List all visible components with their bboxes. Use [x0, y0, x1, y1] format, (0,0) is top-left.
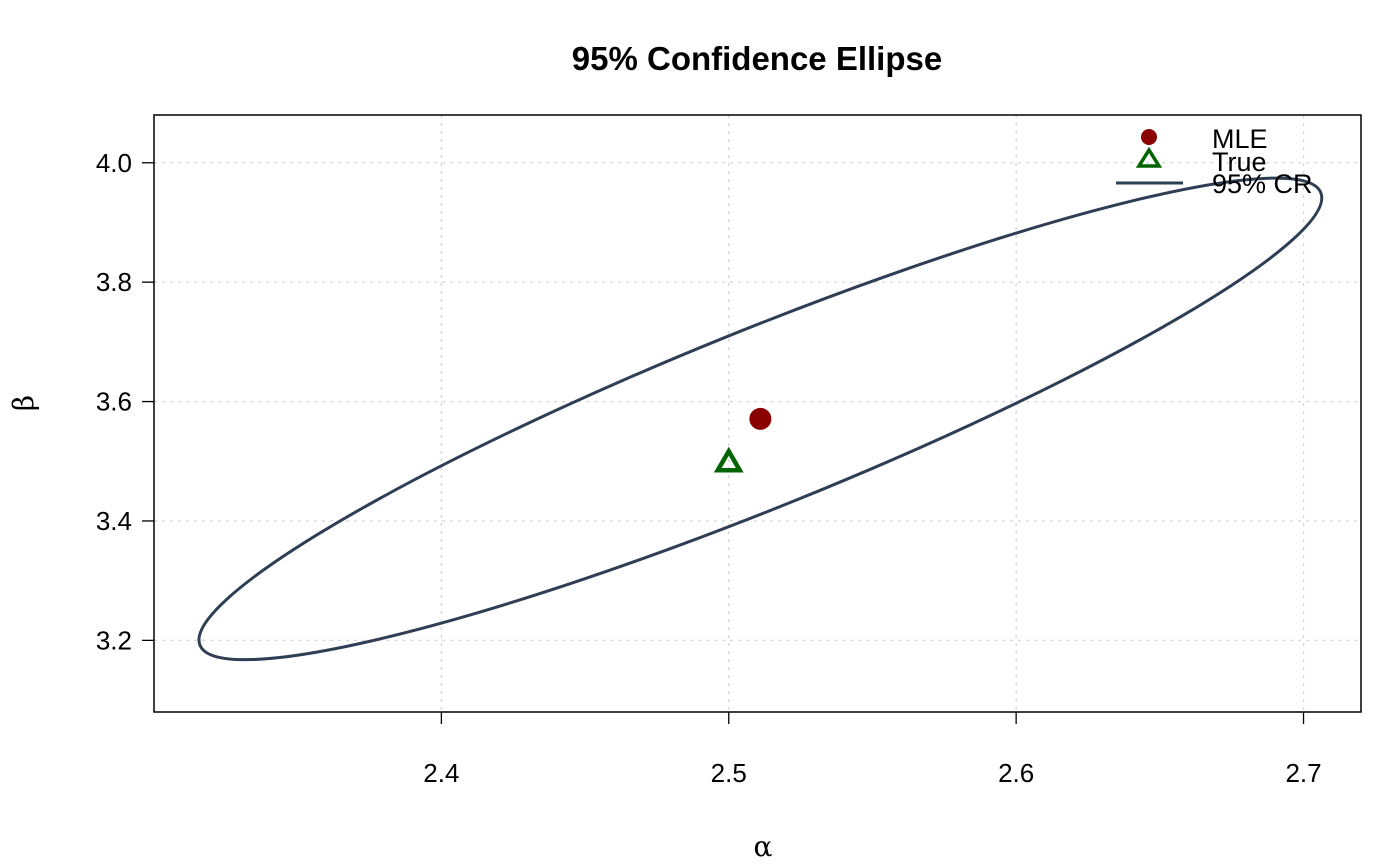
y-tick-label: 3.2: [96, 625, 132, 655]
plot-frame: [153, 114, 1362, 713]
x-tick-label: 2.5: [711, 758, 747, 788]
mle-point: [749, 407, 772, 430]
points-layer: [713, 407, 772, 473]
legend-true-marker: [1135, 146, 1163, 168]
axis-ticks: 2.4 2.5 2.6 2.7 3.2 3.4 3.6 3.8 4.0: [96, 148, 1322, 788]
y-tick-label: 4.0: [96, 148, 132, 178]
y-tick-label: 3.4: [96, 506, 132, 536]
y-tick-label: 3.6: [96, 387, 132, 417]
grid-lines: [154, 115, 1361, 712]
legend-mle-marker: [1141, 129, 1157, 145]
legend: MLE True 95% CR: [1116, 124, 1313, 199]
legend-cr-label: 95% CR: [1212, 169, 1313, 199]
confidence-ellipse: [197, 176, 1324, 662]
legend-true-label: True: [1212, 147, 1267, 177]
ellipse-layer: [197, 176, 1324, 662]
x-tick-label: 2.4: [423, 758, 459, 788]
x-tick-label: 2.7: [1285, 758, 1321, 788]
y-tick-label: 3.8: [96, 267, 132, 297]
legend-mle-label: MLE: [1212, 124, 1268, 154]
x-tick-label: 2.6: [998, 758, 1034, 788]
y-axis-label: β: [7, 395, 40, 411]
x-axis-label: α: [754, 830, 773, 863]
true-point: [713, 446, 744, 473]
chart-title: 95% Confidence Ellipse: [572, 40, 942, 77]
